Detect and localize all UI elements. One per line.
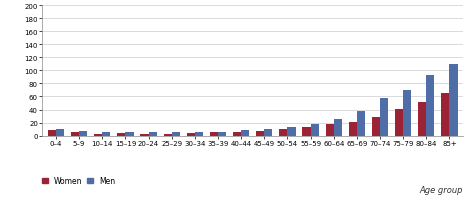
Bar [311,124,319,136]
Text: Age group: Age group [420,185,463,194]
Bar [395,109,403,136]
Bar [380,98,388,136]
Bar [279,130,287,136]
Bar [164,134,172,136]
Bar [449,64,458,136]
Bar [48,131,56,136]
Bar [195,133,203,136]
Bar [426,76,434,136]
Bar [102,133,110,136]
Bar [357,111,365,136]
Bar [403,90,411,136]
Bar [56,130,64,136]
Bar [372,117,380,136]
Bar [148,133,157,136]
Bar [187,133,195,136]
Bar [71,133,79,136]
Bar [125,133,133,136]
Legend: Women, Men: Women, Men [42,176,116,185]
Bar [441,94,449,136]
Bar [256,131,264,136]
Bar [117,133,125,136]
Bar [326,124,334,136]
Bar [233,132,241,136]
Bar [302,127,311,136]
Bar [264,130,272,136]
Bar [241,131,249,136]
Bar [79,131,87,136]
Bar [172,133,180,136]
Bar [140,134,148,136]
Bar [334,119,342,136]
Bar [349,122,357,136]
Bar [418,103,426,136]
Bar [287,127,295,136]
Bar [94,134,102,136]
Bar [218,132,226,136]
Bar [210,133,218,136]
